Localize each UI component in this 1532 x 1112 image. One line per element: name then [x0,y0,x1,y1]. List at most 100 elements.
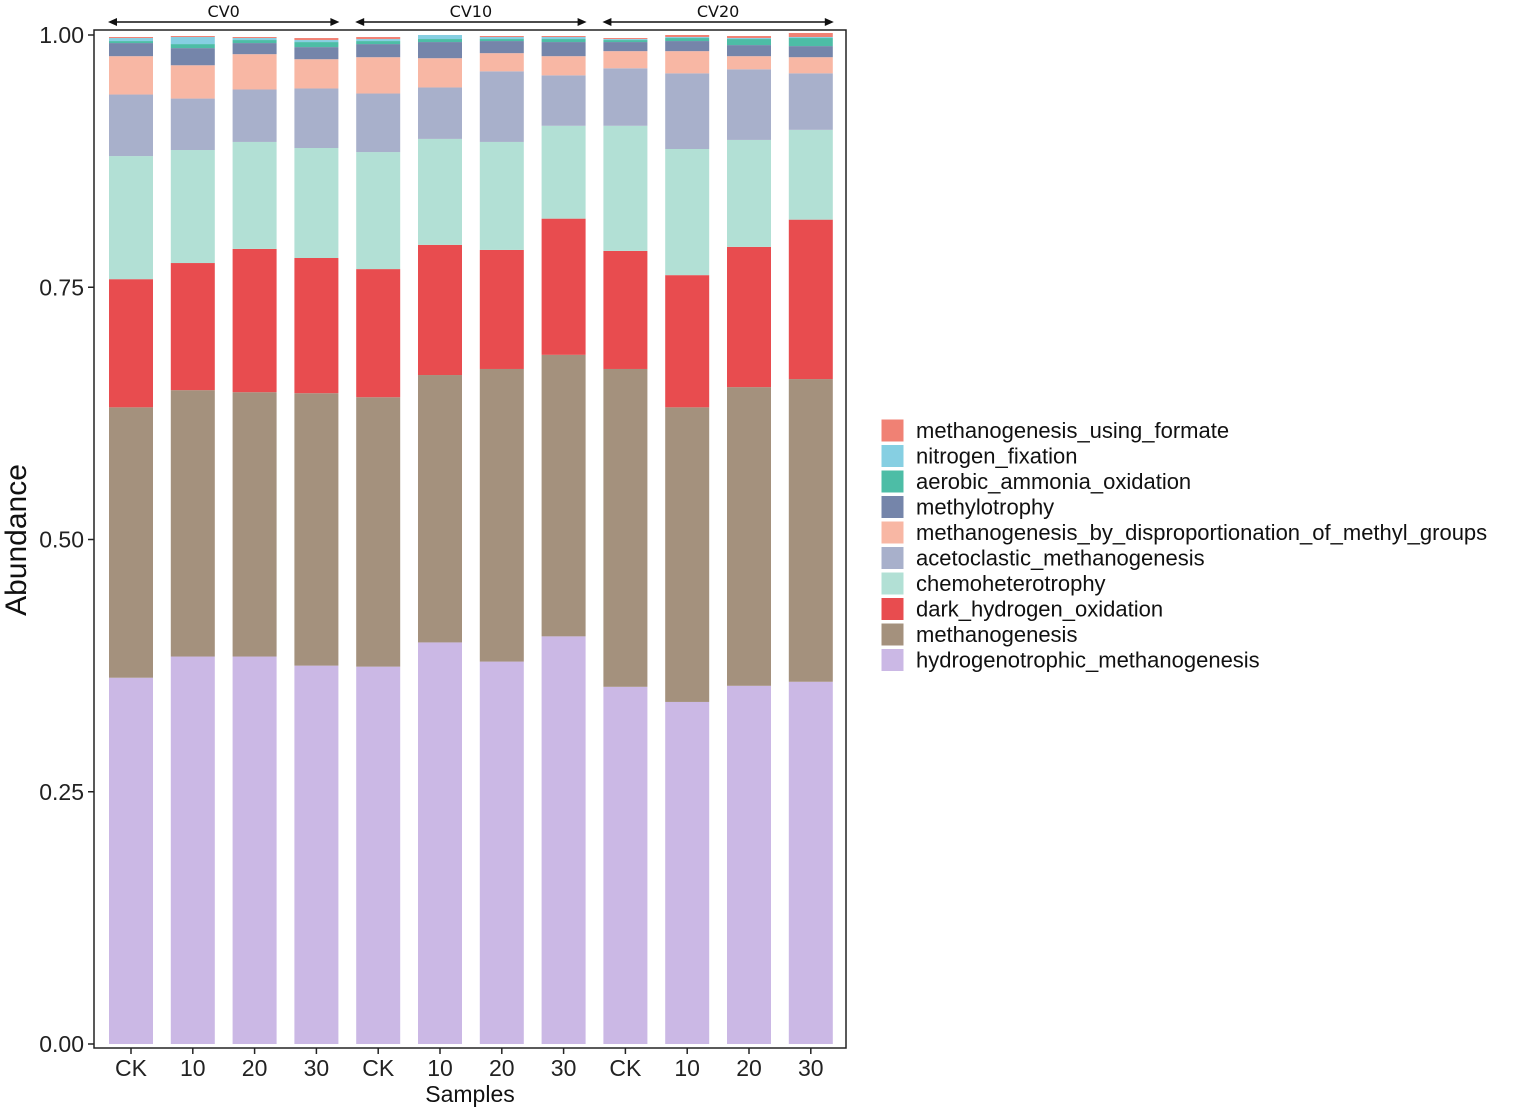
bar-segment-hydrogenotrophic-methanogenesis-3 [294,665,339,1044]
bar-segment-methanogenesis-2 [232,392,277,657]
bar-segment-aerobic-ammonia-oxidation-6 [479,39,524,42]
bar-segment-methanogenesis-by-disproportionation-of-methyl-groups-3 [294,59,339,89]
bar-segment-chemoheterotrophy-9 [665,149,710,276]
group-label: CV20 [697,2,739,21]
bar-segment-nitrogen-fixation-3 [294,40,339,43]
bar-segment-methanogenesis-using-formate-6 [479,36,524,38]
legend-swatch-chemoheterotrophy [880,571,905,596]
bar-segment-methanogenesis-using-formate-4 [356,37,401,40]
x-tick-label: CK [609,1055,642,1081]
bar-segment-dark-hydrogen-oxidation-5 [418,244,462,376]
bar-segment-methylotrophy-5 [418,42,462,59]
bar-segment-methylotrophy-10 [727,45,771,57]
group-arrow-head-right [330,18,340,26]
y-axis: 0.00 0.25 0.50 0.75 1.00 [39,22,94,1057]
legend-label: methanogenesis [916,622,1077,647]
bar-segment-hydrogenotrophic-methanogenesis-9 [665,701,710,1044]
bar-segment-chemoheterotrophy-6 [479,141,524,250]
bar-segment-methanogenesis-using-formate-8 [603,38,648,40]
legend-swatch-aerobic-ammonia-oxidation [880,469,905,494]
bar-segment-nitrogen-fixation-9 [665,37,710,39]
bar-segment-methanogenesis-0 [109,407,153,678]
group-arrow-head-right [824,18,834,26]
bar-segment-methanogenesis-by-disproportionation-of-methyl-groups-4 [356,57,401,94]
bar-segment-hydrogenotrophic-methanogenesis-10 [727,685,771,1044]
bars-layer [109,32,833,1044]
bar-segment-methylotrophy-1 [170,48,215,66]
legend-swatch-methylotrophy [880,495,905,519]
bar-segment-methylotrophy-6 [479,41,524,54]
bar-segment-acetoclastic-methanogenesis-5 [418,87,462,139]
bar-segment-methylotrophy-11 [788,46,833,58]
bar-segment-dark-hydrogen-oxidation-0 [109,279,153,408]
bar-segment-nitrogen-fixation-10 [727,38,771,40]
x-tick-label: CK [115,1055,148,1081]
bar-segment-methanogenesis-4 [356,397,401,667]
group-arrow-head-left [355,18,365,26]
bar-segment-aerobic-ammonia-oxidation-5 [418,39,462,43]
bar-segment-methanogenesis-by-disproportionation-of-methyl-groups-1 [170,65,215,99]
bar-segment-acetoclastic-methanogenesis-7 [541,75,586,126]
bar-segment-chemoheterotrophy-0 [109,156,153,280]
bar-segment-nitrogen-fixation-1 [170,37,215,45]
x-tick-label: 10 [427,1055,453,1081]
y-tick-label: 1.00 [39,22,84,48]
legend-label: methanogenesis_by_disproportionation_of_… [916,520,1487,545]
x-tick-label: 10 [674,1055,700,1081]
group-arrow-head-left [602,18,612,26]
bar-segment-chemoheterotrophy-1 [170,150,215,264]
bar-segment-methanogenesis-by-disproportionation-of-methyl-groups-5 [418,58,462,88]
bar-segment-nitrogen-fixation-6 [479,37,524,40]
bar-segment-nitrogen-fixation-8 [603,39,648,41]
bar-segment-acetoclastic-methanogenesis-6 [479,71,524,142]
bar-segment-hydrogenotrophic-methanogenesis-8 [603,686,648,1044]
bar-segment-chemoheterotrophy-11 [788,129,833,220]
bar-segment-methanogenesis-using-formate-3 [294,38,339,41]
x-tick-label: 20 [242,1055,268,1081]
bar-segment-dark-hydrogen-oxidation-6 [479,249,524,369]
bar-segment-nitrogen-fixation-7 [541,37,586,40]
bar-segment-hydrogenotrophic-methanogenesis-5 [418,642,462,1044]
bar-segment-chemoheterotrophy-3 [294,148,339,258]
bar-segment-hydrogenotrophic-methanogenesis-7 [541,636,586,1044]
legend-label: aerobic_ammonia_oxidation [916,469,1191,494]
bar-segment-methanogenesis-using-formate-1 [170,36,215,38]
bar-segment-chemoheterotrophy-2 [232,141,277,249]
group-arrow-head-right [577,18,587,26]
bar-segment-methanogenesis-9 [665,407,710,702]
bar-segment-dark-hydrogen-oxidation-1 [170,263,215,391]
bar-segment-aerobic-ammonia-oxidation-7 [541,39,586,43]
bar-segment-methanogenesis-by-disproportionation-of-methyl-groups-7 [541,56,586,76]
y-axis-title: Abundance [0,464,33,616]
bar-segment-aerobic-ammonia-oxidation-10 [727,39,771,46]
bar-segment-acetoclastic-methanogenesis-9 [665,73,710,150]
bar-segment-aerobic-ammonia-oxidation-9 [665,38,710,42]
bar-segment-methylotrophy-4 [356,44,401,58]
bar-segment-dark-hydrogen-oxidation-3 [294,257,339,394]
bar-segment-methanogenesis-by-disproportionation-of-methyl-groups-2 [232,54,277,90]
legend-swatch-nitrogen-fixation [880,444,905,468]
bar-segment-dark-hydrogen-oxidation-11 [788,219,833,380]
y-tick-label: 0.00 [39,1031,84,1057]
bar-segment-methanogenesis-3 [294,393,339,666]
legend: methanogenesis_using_formatenitrogen_fix… [880,418,1487,673]
bar-segment-methylotrophy-7 [541,42,586,57]
bar-segment-methanogenesis-10 [727,387,771,686]
legend-label: chemoheterotrophy [916,571,1106,596]
bar-segment-acetoclastic-methanogenesis-10 [727,69,771,140]
x-tick-label: 30 [798,1055,824,1081]
y-tick-label: 0.75 [39,274,84,300]
bar-segment-dark-hydrogen-oxidation-8 [603,250,648,369]
bar-segment-methanogenesis-by-disproportionation-of-methyl-groups-10 [727,56,771,70]
bar-segment-aerobic-ammonia-oxidation-11 [788,38,833,47]
bar-segment-chemoheterotrophy-8 [603,125,648,251]
bar-segment-acetoclastic-methanogenesis-4 [356,93,401,153]
bar-segment-methanogenesis-by-disproportionation-of-methyl-groups-9 [665,51,710,74]
bar-segment-hydrogenotrophic-methanogenesis-2 [232,656,277,1044]
bar-segment-methanogenesis-by-disproportionation-of-methyl-groups-6 [479,53,524,72]
legend-swatch-dark-hydrogen-oxidation [880,597,905,621]
bar-segment-chemoheterotrophy-7 [541,125,586,219]
bar-segment-dark-hydrogen-oxidation-7 [541,218,586,355]
y-tick-label: 0.50 [39,527,84,553]
bar-segment-methanogenesis-6 [479,368,524,662]
